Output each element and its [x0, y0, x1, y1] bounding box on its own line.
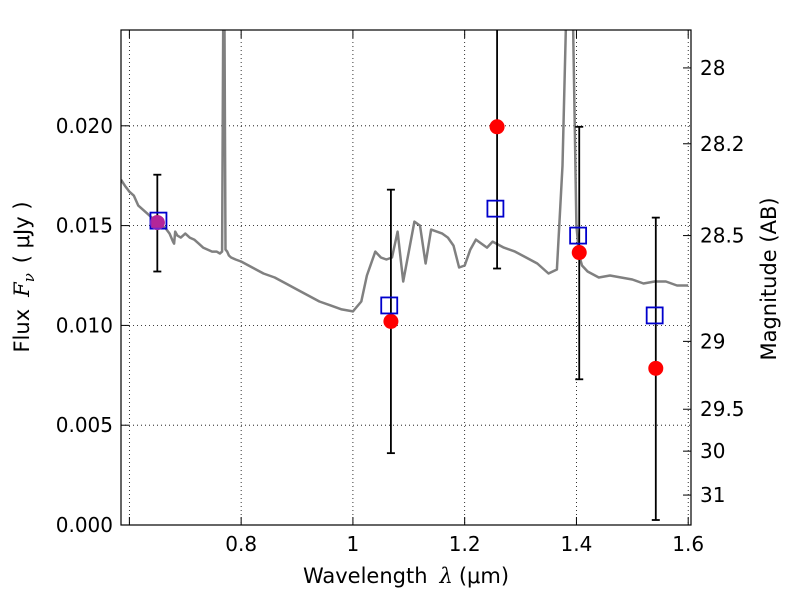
y-tick-label: 0.005: [56, 413, 113, 437]
observed-point: [383, 313, 399, 329]
y-tick-labels: 0.000 0.005 0.010 0.015 0.020: [56, 114, 113, 537]
x-tick-labels: 0.8 1 1.2 1.4 1.6: [225, 532, 704, 556]
x-axis-label: Wavelength λ (μm): [303, 564, 509, 588]
model-spectrum-line: [121, 30, 689, 313]
y-axis-label-sub: ν: [20, 273, 38, 282]
observed-points-layer: [149, 119, 664, 376]
model-photometry-square: [645, 306, 664, 325]
plot-frame: [120, 29, 692, 526]
observed-point: [648, 360, 664, 376]
x-axis-label-unit: (μm): [459, 564, 509, 588]
model-photometry-square: [380, 296, 399, 315]
y2-tick-label: 29: [700, 329, 725, 353]
model-photometry-square: [486, 199, 505, 218]
y-tick-label: 0.020: [56, 114, 113, 138]
observed-point: [571, 245, 587, 261]
y-axis-label-unit: ( μJy ): [10, 201, 34, 263]
y2-tick-label: 30: [700, 439, 725, 463]
y2-tick-label: 31: [700, 483, 725, 507]
y2-tick-label: 28.2: [700, 132, 745, 156]
x-axis-label-text: Wavelength: [303, 564, 428, 588]
y-axis-label-symbol: F: [10, 281, 34, 298]
overlap-marker: [149, 215, 165, 231]
model-spectrum-layer: [121, 30, 689, 313]
x-axis-label-symbol: λ: [439, 564, 453, 588]
x-tick-label: 1.4: [561, 532, 593, 556]
errorbar-layer: [153, 30, 660, 521]
y-tick-label: 0.000: [56, 513, 113, 537]
x-tick-label: 1.6: [672, 532, 704, 556]
y-axis-label: Flux Fν ( μJy ): [10, 201, 38, 352]
tick-marks: [121, 30, 691, 526]
y2-tick-label: 28: [700, 56, 725, 80]
x-tick-label: 1.2: [449, 532, 481, 556]
y-tick-label: 0.015: [56, 214, 113, 238]
y2-tick-labels: 28 28.2 28.5 29 29.5 30 31: [700, 56, 745, 507]
y2-tick-label: 29.5: [700, 397, 745, 421]
y-tick-label: 0.010: [56, 313, 113, 337]
x-tick-label: 0.8: [225, 532, 257, 556]
observed-point: [489, 119, 505, 135]
y2-axis-label: Magnitude (AB): [757, 197, 781, 360]
x-tick-label: 1: [347, 532, 360, 556]
model-photometry-square: [569, 226, 588, 245]
model-photometry-layer: [149, 199, 664, 325]
y-axis-label-text: Flux: [10, 309, 34, 353]
y2-tick-label: 28.5: [700, 224, 745, 248]
